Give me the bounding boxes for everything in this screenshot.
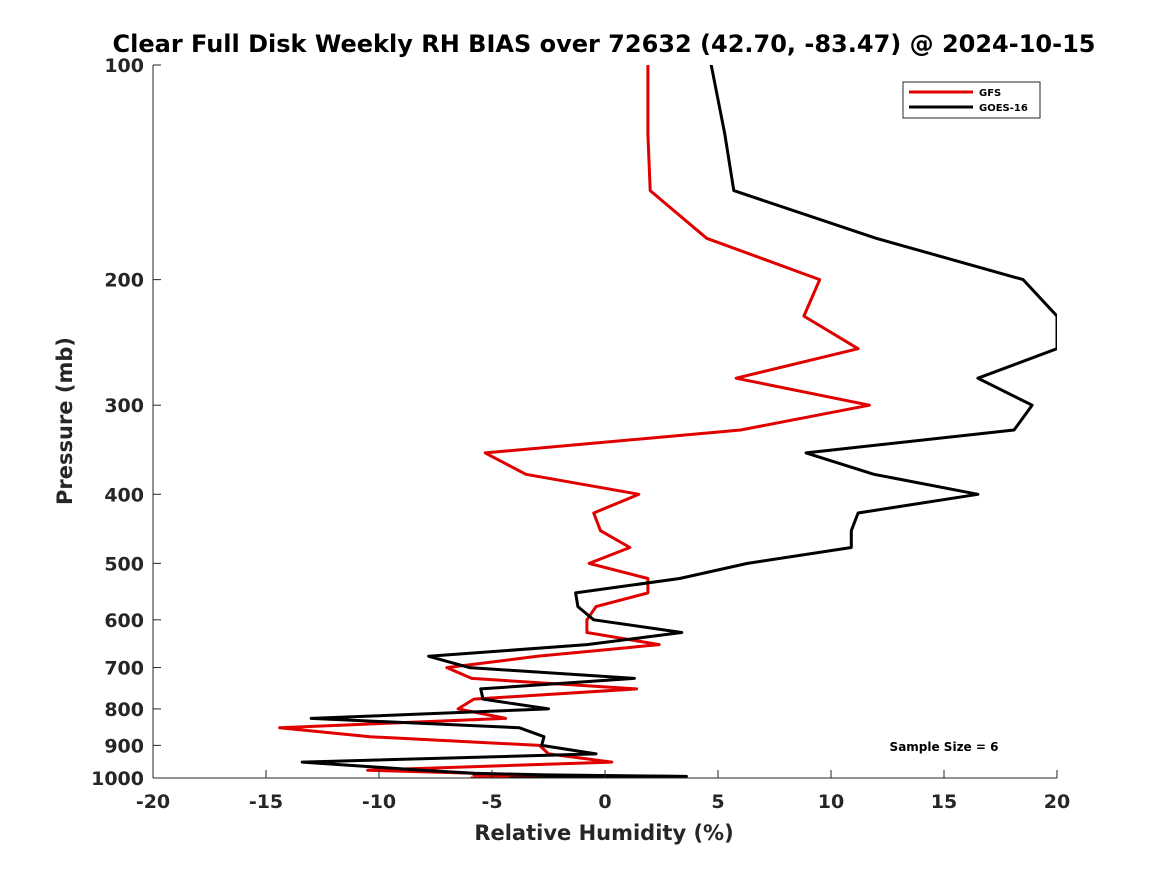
y-tick-label: 700 bbox=[104, 658, 144, 680]
plot-area: -20 -15 -10 -5 0 5 10 15 20 100 200 300 400 500 600 70… bbox=[91, 55, 1070, 813]
legend-label-goes-16: GOES-16 bbox=[979, 103, 1028, 114]
y-axis-label: Pressure (mb) bbox=[53, 337, 77, 505]
y-tick-label: 800 bbox=[104, 699, 144, 721]
y-tick-label: 100 bbox=[104, 55, 144, 77]
y-tick-label: 600 bbox=[104, 610, 144, 632]
series-layer bbox=[278, 65, 1057, 778]
x-tick-label: 5 bbox=[711, 791, 724, 813]
plot-background bbox=[153, 65, 1057, 778]
y-tick-label: 900 bbox=[104, 735, 144, 757]
x-tick-label: 10 bbox=[818, 791, 844, 813]
sample-size-annotation: Sample Size = 6 bbox=[890, 740, 999, 754]
x-axis-label: Relative Humidity (%) bbox=[474, 821, 733, 845]
chart-title: Clear Full Disk Weekly RH BIAS over 7263… bbox=[113, 30, 1096, 58]
y-tick-label: 500 bbox=[104, 553, 144, 575]
legend: GFS GOES-16 bbox=[902, 81, 1041, 119]
x-tick-label: -20 bbox=[136, 791, 170, 813]
x-tick-label: -10 bbox=[362, 791, 396, 813]
y-ticks: 100 200 300 400 500 600 700 800 900 1000 bbox=[91, 55, 161, 790]
y-tick-label: 400 bbox=[104, 484, 144, 506]
x-tick-label: 0 bbox=[598, 791, 611, 813]
x-tick-label: -5 bbox=[481, 791, 502, 813]
x-ticks: -20 -15 -10 -5 0 5 10 15 20 bbox=[136, 770, 1070, 813]
y-tick-label: 1000 bbox=[91, 768, 144, 790]
x-tick-label: -15 bbox=[249, 791, 283, 813]
x-tick-label: 20 bbox=[1044, 791, 1070, 813]
y-tick-label: 200 bbox=[104, 270, 144, 292]
x-tick-label: 15 bbox=[931, 791, 957, 813]
legend-box bbox=[902, 81, 1041, 119]
legend-items: GFS GOES-16 bbox=[909, 88, 1028, 114]
legend-label-gfs: GFS bbox=[979, 88, 1001, 99]
series-line-gfs bbox=[278, 65, 871, 778]
y-tick-label: 300 bbox=[104, 395, 144, 417]
series-line-goes-16 bbox=[300, 65, 1057, 778]
